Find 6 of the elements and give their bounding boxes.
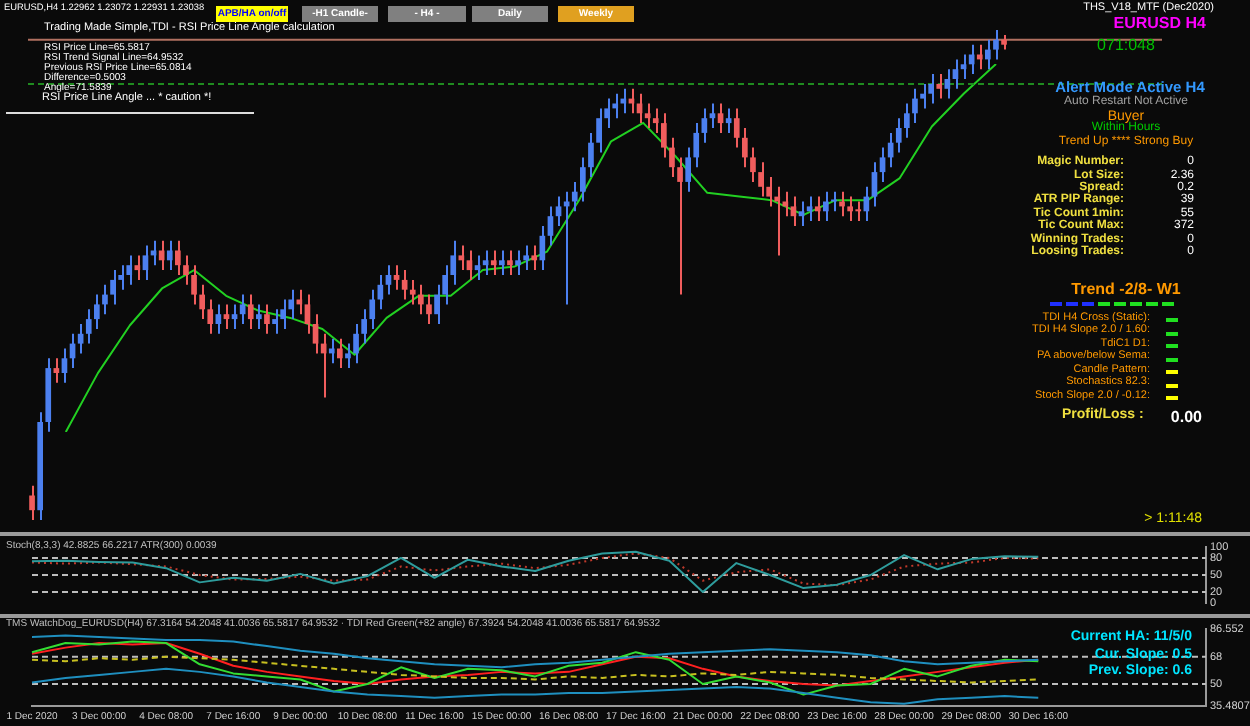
- text: 071:048: [1097, 36, 1155, 54]
- text: 0.00: [1170, 408, 1202, 426]
- text: EURUSD H4: [1113, 14, 1206, 32]
- line-series: [31, 655, 1040, 684]
- text: Trend -2/8- W1: [1071, 280, 1181, 298]
- line-series: [31, 552, 1040, 587]
